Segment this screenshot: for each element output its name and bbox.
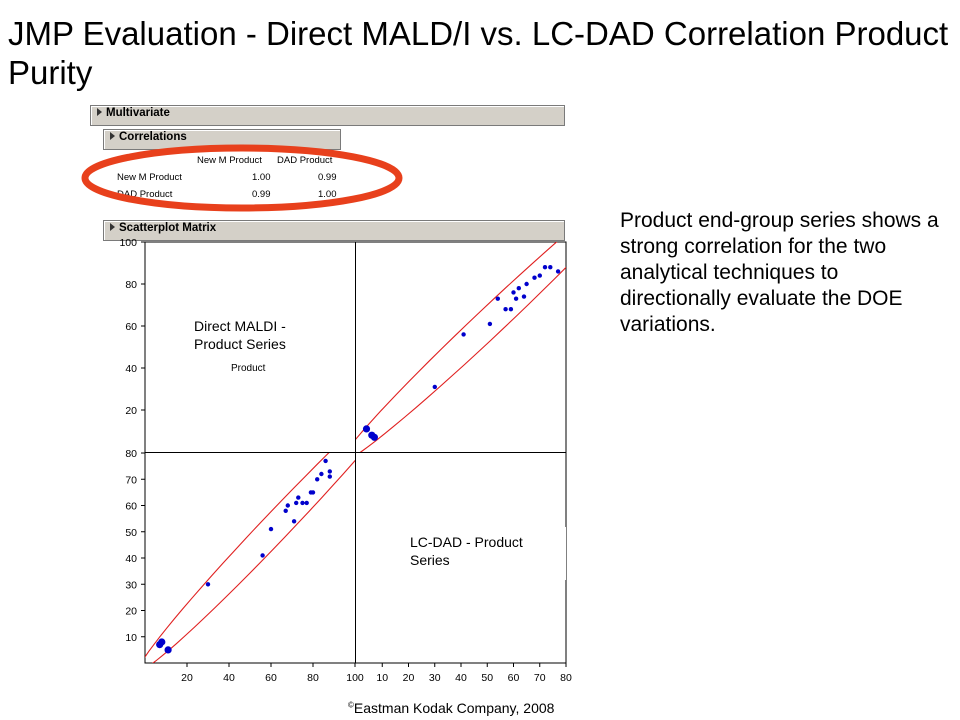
y-tick-label: 80 [125, 448, 137, 460]
lcdad-annotation: LC-DAD - Product Series [410, 534, 523, 568]
x-tick-label: 20 [403, 672, 415, 684]
lcdad-data-point [268, 526, 274, 532]
panel-annotation-box: LC-DAD - Product Series [406, 527, 566, 580]
y-tick-label: 60 [125, 321, 137, 333]
multivariate-header[interactable]: Multivariate [90, 105, 565, 126]
corr-col-header-2: DAD Product [277, 155, 333, 166]
x-tick-label: 20 [181, 672, 193, 684]
lcdad-data-point [283, 508, 288, 513]
panel-annotation-box: Direct MALDI - Product Series [190, 314, 340, 364]
corr-row-label-1: New M Product [117, 172, 182, 183]
y-tick-label: 20 [125, 405, 137, 417]
copyright-symbol: © [348, 700, 354, 710]
corr-cell: 0.99 [318, 172, 337, 183]
lcdad-density-ellipse [145, 453, 355, 663]
lcdad-data-point [296, 495, 301, 500]
x-tick-label: 60 [265, 672, 277, 684]
lcdad-data-point [323, 458, 328, 464]
corr-cell: 0.99 [252, 189, 271, 200]
lcdad-data-point [319, 471, 324, 477]
x-tick-label: 40 [455, 672, 467, 684]
x-tick-label: 50 [481, 672, 493, 684]
correlations-label: Correlations [119, 131, 187, 143]
x-tick-label: 30 [429, 672, 441, 684]
lcdad-data-point [327, 469, 332, 474]
corr-cell: 1.00 [252, 172, 271, 183]
lcdad-data-point [285, 503, 290, 508]
maldi-data-point [537, 273, 542, 278]
lcdad-data-point [304, 500, 309, 506]
highlight-circle [81, 144, 403, 212]
maldi-annotation: Direct MALDI - Product Series [194, 318, 286, 352]
lcdad-data-point [327, 474, 332, 479]
maldi-data-point [508, 307, 514, 312]
lcdad-data-point [315, 477, 320, 482]
scatterplot-matrix-label: Scatterplot Matrix [119, 222, 217, 234]
x-tick-label: 70 [534, 672, 546, 684]
y-tick-label: 40 [125, 363, 137, 375]
y-tick-label: 10 [125, 632, 137, 644]
lcdad-data-point [260, 553, 265, 558]
maldi-data-point [495, 296, 500, 301]
y-tick-label: 20 [125, 606, 137, 618]
lcdad-data-point [291, 519, 297, 524]
y-tick-label: 60 [125, 501, 137, 513]
corr-cell: 1.00 [318, 189, 337, 200]
lcdad-data-point [205, 582, 211, 587]
lcdad-data-point [158, 638, 166, 646]
x-tick-label: 80 [560, 672, 572, 684]
maldi-data-point [487, 321, 493, 327]
lcdad-data-point [310, 490, 316, 495]
multivariate-label: Multivariate [106, 107, 170, 119]
lcdad-data-point [164, 646, 172, 654]
maldi-data-point [511, 290, 516, 295]
footer: ©Eastman Kodak Company, 2008 [348, 700, 554, 716]
maldi-data-point [432, 384, 437, 390]
description-text: Product end-group series shows a strong … [620, 209, 939, 336]
disclosure-triangle-icon[interactable] [97, 108, 102, 116]
x-tick-label: 40 [223, 672, 235, 684]
maldi-data-point [516, 286, 521, 291]
maldi-data-point [461, 332, 466, 337]
y-tick-label: 80 [125, 279, 137, 291]
slide-title: JMP Evaluation - Direct MALD/I vs. LC-DA… [8, 15, 949, 91]
maldi-data-point [524, 281, 529, 287]
x-tick-label: 10 [376, 672, 388, 684]
corr-col-header-1: New M Product [197, 155, 262, 166]
maldi-data-point [521, 294, 527, 299]
maldi-density-ellipse [356, 242, 566, 452]
hidden-label-fragment: Product [231, 363, 266, 374]
x-tick-label: 100 [346, 672, 364, 684]
y-tick-label: 40 [125, 553, 137, 565]
corr-row-label-2: DAD Product [117, 189, 173, 200]
y-tick-label: 30 [125, 579, 137, 591]
lcdad-data-point [294, 500, 299, 506]
disclosure-triangle-icon[interactable] [110, 223, 115, 231]
maldi-data-point [555, 269, 561, 274]
x-tick-label: 80 [307, 672, 319, 684]
maldi-data-point [542, 265, 548, 270]
scatterplot-matrix-header[interactable]: Scatterplot Matrix [103, 220, 565, 241]
x-tick-label: 60 [508, 672, 520, 684]
y-tick-label: 70 [125, 474, 137, 486]
lcdad-data-point [300, 500, 305, 506]
maldi-data-point [362, 425, 371, 433]
maldi-data-point [513, 296, 519, 301]
maldi-data-point [370, 433, 378, 441]
maldi-data-point [532, 275, 537, 280]
maldi-data-point [548, 265, 553, 270]
y-tick-label: 50 [125, 527, 137, 539]
maldi-data-point [503, 307, 508, 312]
disclosure-triangle-icon[interactable] [110, 132, 115, 140]
footer-text: Eastman Kodak Company, 2008 [353, 700, 555, 716]
y-tick-label: 100 [119, 237, 137, 249]
